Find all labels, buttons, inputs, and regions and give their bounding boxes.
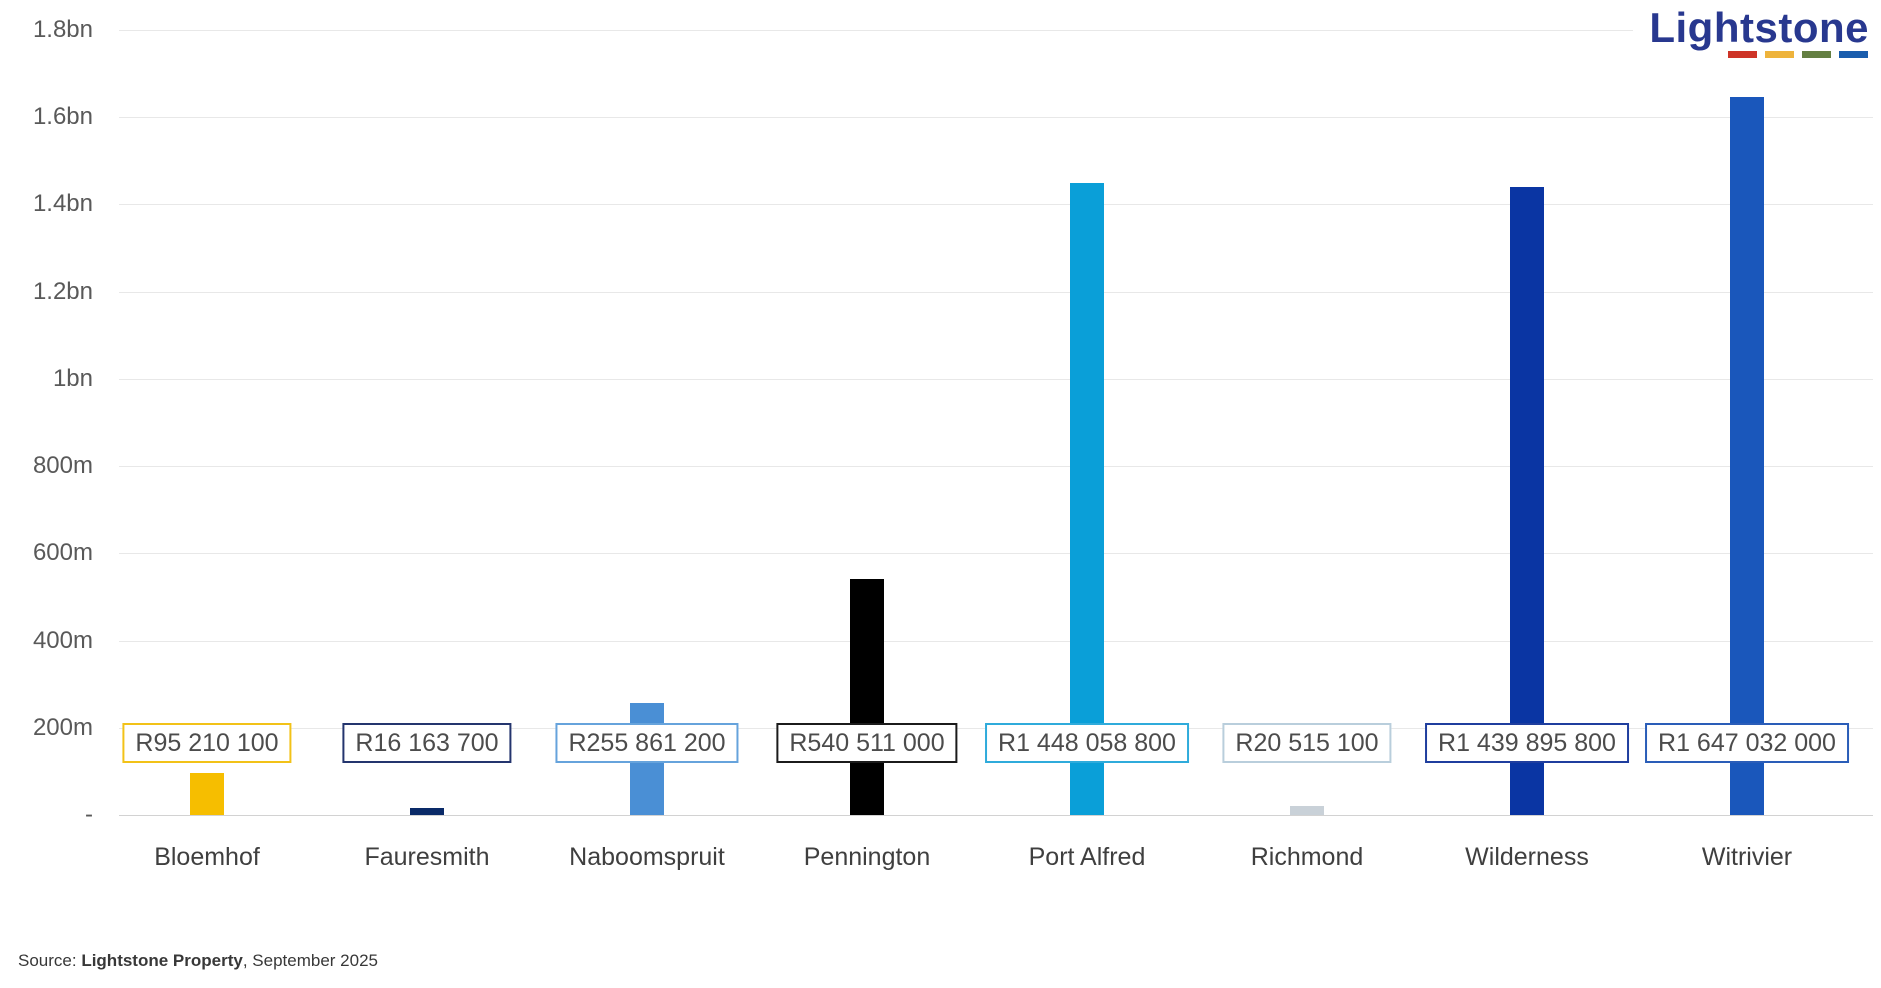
source-prefix: Source:: [18, 951, 82, 970]
source-publisher: Lightstone Property: [81, 951, 243, 970]
gridline-1bn: [119, 379, 1873, 380]
bar-witrivier[interactable]: [1730, 97, 1764, 815]
y-axis-tick-1.4bn: 1.4bn: [32, 190, 93, 217]
gridline-1.8bn: [119, 30, 1873, 31]
value-label-wilderness: R1 439 895 800: [1425, 723, 1629, 763]
value-label-richmond: R20 515 100: [1222, 723, 1392, 763]
gridline-1.2bn: [119, 292, 1873, 293]
x-axis-label-fauresmith: Fauresmith: [364, 843, 490, 871]
gridline-800m: [119, 466, 1873, 467]
x-axis-label-pennington: Pennington: [803, 843, 931, 871]
x-axis-label-naboomspruit: Naboomspruit: [569, 843, 725, 871]
gridline-400m: [119, 641, 1873, 642]
logo-underline-segment-0: [1728, 51, 1757, 58]
x-axis-label-port-alfred: Port Alfred: [1028, 843, 1146, 871]
gridline--: [119, 815, 1873, 816]
bar-port-alfred[interactable]: [1070, 183, 1104, 815]
logo-underline-segment-2: [1802, 51, 1831, 58]
value-label-fauresmith: R16 163 700: [342, 723, 512, 763]
y-axis-tick-200m: 200m: [32, 714, 93, 741]
x-axis-label-bloemhof: Bloemhof: [154, 843, 260, 871]
y-axis-tick--: -: [85, 801, 93, 828]
bar-fauresmith[interactable]: [410, 808, 444, 815]
source-note: Source: Lightstone Property, September 2…: [18, 951, 378, 971]
value-label-witrivier: R1 647 032 000: [1645, 723, 1849, 763]
logo-underline-segment-3: [1839, 51, 1868, 58]
bar-richmond[interactable]: [1290, 806, 1324, 815]
y-axis-tick-1bn: 1bn: [52, 365, 93, 392]
y-axis-tick-600m: 600m: [32, 539, 93, 566]
y-axis-tick-1.8bn: 1.8bn: [32, 16, 93, 43]
value-label-port-alfred: R1 448 058 800: [985, 723, 1189, 763]
bar-wilderness[interactable]: [1510, 187, 1544, 815]
y-axis-tick-800m: 800m: [32, 452, 93, 479]
x-axis-label-wilderness: Wilderness: [1465, 843, 1589, 871]
y-axis-tick-1.2bn: 1.2bn: [32, 278, 93, 305]
bar-bloemhof[interactable]: [190, 773, 224, 815]
gridline-1.4bn: [119, 204, 1873, 205]
value-label-naboomspruit: R255 861 200: [555, 723, 739, 763]
x-axis-label-witrivier: Witrivier: [1701, 843, 1793, 871]
logo-underline-segment-1: [1765, 51, 1794, 58]
value-label-bloemhof: R95 210 100: [122, 723, 292, 763]
lightstone-logo-underline: [1728, 51, 1868, 58]
value-label-pennington: R540 511 000: [776, 723, 958, 763]
x-axis-label-richmond: Richmond: [1250, 843, 1364, 871]
gridline-600m: [119, 553, 1873, 554]
gridline-1.6bn: [119, 117, 1873, 118]
source-date: , September 2025: [242, 951, 378, 970]
lightstone-logo-text: Lightstone: [1649, 4, 1869, 51]
y-axis-tick-1.6bn: 1.6bn: [32, 103, 93, 130]
bar-pennington[interactable]: [850, 579, 884, 815]
lightstone-logo: Lightstone: [1633, 6, 1873, 62]
y-axis-tick-400m: 400m: [32, 627, 93, 654]
